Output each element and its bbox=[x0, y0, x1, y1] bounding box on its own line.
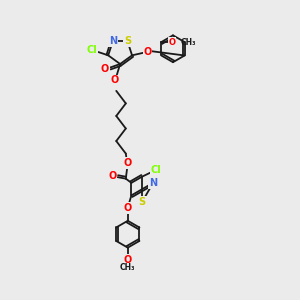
Text: O: O bbox=[143, 47, 152, 57]
Text: O: O bbox=[169, 38, 176, 46]
Text: O: O bbox=[124, 255, 132, 265]
Text: S: S bbox=[139, 197, 146, 207]
Text: O: O bbox=[100, 64, 109, 74]
Text: S: S bbox=[124, 36, 131, 46]
Text: O: O bbox=[108, 171, 116, 181]
Text: O: O bbox=[124, 203, 132, 213]
Text: Cl: Cl bbox=[150, 165, 161, 175]
Text: Cl: Cl bbox=[86, 45, 97, 55]
Text: O: O bbox=[111, 75, 119, 85]
Text: N: N bbox=[149, 178, 157, 188]
Text: CH₃: CH₃ bbox=[120, 262, 136, 272]
Text: O: O bbox=[123, 158, 131, 168]
Text: CH₃: CH₃ bbox=[181, 38, 197, 47]
Text: N: N bbox=[109, 36, 117, 46]
